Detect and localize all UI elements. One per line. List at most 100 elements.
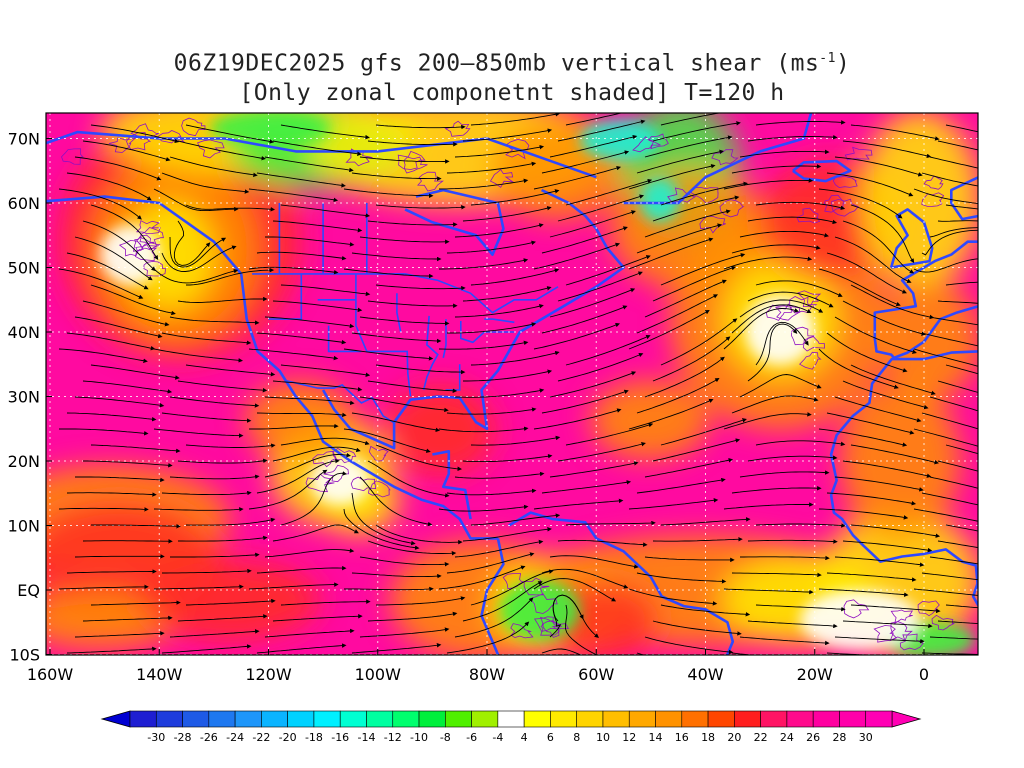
streamline (178, 535, 268, 542)
streamline (834, 316, 917, 354)
streamline (280, 204, 371, 218)
streamline (162, 568, 252, 574)
streamline (446, 240, 536, 254)
coastline (829, 350, 978, 608)
streamline (367, 380, 458, 394)
coastline (508, 511, 735, 655)
colorbar-label: -16 (331, 731, 349, 744)
streamline (731, 244, 821, 254)
colorbar-label: -12 (384, 731, 402, 744)
streamline (850, 204, 915, 264)
streamline (454, 597, 534, 638)
streamline (463, 369, 553, 382)
shear-contour (541, 620, 569, 638)
streamline (723, 308, 799, 350)
streamline (153, 348, 243, 363)
streamline (731, 304, 812, 334)
streamline (755, 321, 809, 366)
colorbar-label: 16 (675, 731, 689, 744)
streamline (74, 631, 165, 638)
colorbar-label: 6 (547, 731, 554, 744)
colorbar-swatch (576, 710, 604, 728)
streamline (565, 520, 656, 526)
colorbar-swatch (523, 710, 551, 728)
streamline (454, 388, 545, 398)
streamline (169, 316, 260, 325)
streamline (280, 599, 371, 606)
streamline (173, 220, 211, 266)
streamline (636, 377, 720, 414)
colorbar-label: -26 (200, 731, 218, 744)
streamline (462, 581, 543, 622)
title-line-1: 06Z19DEC2025 gfs 200–850mb vertical shea… (173, 50, 851, 77)
streamline (169, 396, 260, 408)
colorbar-swatch (129, 710, 157, 728)
streamline (644, 279, 727, 318)
streamline (438, 178, 529, 190)
streamline (66, 646, 157, 654)
colorbar-swatch (182, 710, 210, 728)
streamline (343, 428, 431, 453)
streamline (83, 460, 173, 468)
streamline (161, 644, 252, 654)
lat-label: 20N (8, 452, 40, 471)
streamline (185, 204, 276, 212)
streamline (446, 161, 537, 174)
streamline (359, 476, 433, 527)
streamline (153, 507, 244, 512)
streamline (834, 156, 923, 177)
streamline (652, 336, 731, 382)
colorbar-swatch (628, 710, 656, 728)
streamline (256, 412, 347, 418)
colorbar-label: -10 (410, 731, 428, 744)
streamline (161, 332, 252, 345)
streamline (375, 284, 466, 291)
streamline (945, 604, 978, 609)
streamline (169, 236, 227, 268)
streamline (454, 223, 544, 238)
streamline (557, 271, 643, 302)
shear-contour (844, 146, 873, 161)
shear-contour (711, 149, 739, 166)
streamline (351, 492, 416, 546)
lon-label: 140W (136, 665, 183, 684)
streamline (90, 600, 181, 606)
streamline (169, 156, 258, 178)
streamline (66, 332, 156, 351)
streamline (541, 648, 582, 655)
streamline (90, 444, 181, 454)
coastline (949, 175, 978, 221)
streamline (826, 412, 915, 435)
colorbar-label: -22 (252, 731, 270, 744)
streamline (153, 188, 239, 212)
streamline (731, 164, 822, 174)
streamline (826, 652, 917, 655)
streamline (58, 188, 142, 220)
streamline (842, 380, 929, 410)
streamline (454, 144, 545, 158)
streamline (272, 140, 362, 156)
streamline (644, 636, 734, 655)
streamline (913, 428, 978, 447)
streamline (264, 628, 355, 638)
streamline (280, 124, 370, 140)
streamline (937, 540, 978, 549)
colorbar-swatch (786, 710, 814, 728)
streamline (272, 524, 359, 542)
lat-label: 10N (8, 517, 40, 536)
streamline (826, 572, 917, 582)
streamline (723, 178, 814, 190)
shear-contour (181, 117, 206, 137)
streamline (921, 572, 978, 581)
streamline (470, 435, 561, 446)
streamline (177, 380, 268, 393)
streamline (58, 507, 149, 512)
streamline (177, 614, 268, 622)
streamline (264, 156, 354, 173)
streamline (153, 268, 239, 284)
streamline (256, 172, 346, 188)
lon-label: 120W (245, 665, 292, 684)
shear-contour (397, 150, 426, 170)
streamline (359, 316, 450, 326)
streamline (367, 300, 458, 309)
